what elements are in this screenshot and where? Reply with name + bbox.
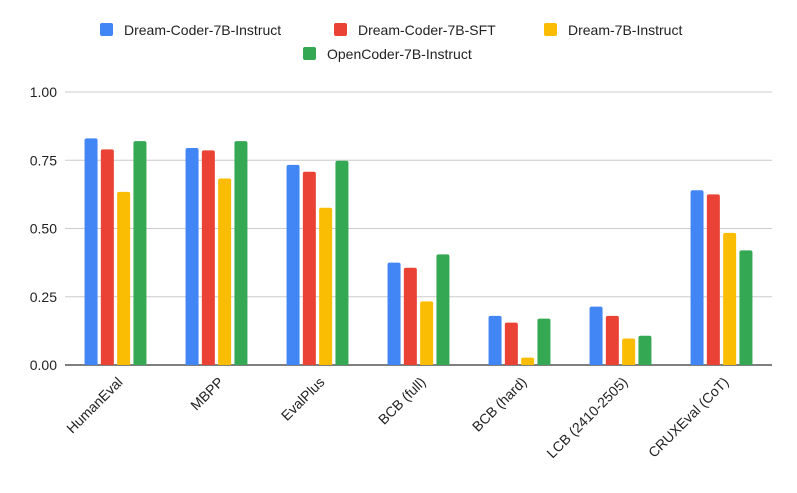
bar-dream-coder-7b-instruct-4 (488, 315, 502, 365)
bar-dream-coder-7b-instruct-0 (84, 138, 98, 365)
bar-dream-7b-instruct-5 (622, 338, 636, 365)
legend-label: Dream-7B-Instruct (568, 22, 682, 38)
legend-swatch (544, 23, 557, 36)
y-tick-label: 0.75 (30, 152, 57, 168)
bar-dream-coder-7b-sft-1 (201, 150, 215, 365)
bar-dream-coder-7b-instruct-3 (387, 262, 401, 365)
x-tick-label: BCB (full) (375, 374, 429, 428)
bar-dream-7b-instruct-6 (723, 232, 737, 365)
x-tick-label: EvalPlus (278, 374, 328, 424)
y-tick-label: 1.00 (30, 84, 57, 100)
x-tick-label: BCB (hard) (469, 374, 530, 435)
y-tick-label: 0.00 (30, 357, 57, 373)
gridlines (65, 91, 772, 366)
bar-dream-coder-7b-sft-4 (504, 322, 518, 365)
bar-dream-coder-7b-instruct-1 (185, 147, 199, 365)
legend-label: Dream-Coder-7B-Instruct (124, 22, 281, 38)
legend-label: OpenCoder-7B-Instruct (327, 46, 472, 62)
bar-dream-7b-instruct-1 (218, 178, 232, 365)
x-tick-label: CRUXEval (CoT) (645, 374, 732, 461)
legend-swatch (303, 47, 316, 60)
bar-opencoder-7b-instruct-2 (335, 160, 349, 365)
bar-dream-coder-7b-instruct-6 (690, 190, 704, 365)
y-tick-label: 0.25 (30, 289, 57, 305)
bar-dream-coder-7b-sft-3 (403, 267, 417, 365)
x-tick-label: LCB (2410-2505) (543, 374, 630, 461)
y-axis-ticks: 0.00 0.25 0.50 0.75 1.00 (30, 84, 57, 373)
bar-opencoder-7b-instruct-0 (133, 141, 147, 365)
bar-dream-7b-instruct-4 (521, 357, 535, 365)
legend-swatch (100, 23, 113, 36)
bars (84, 138, 753, 365)
bar-opencoder-7b-instruct-4 (537, 318, 551, 365)
bar-dream-coder-7b-sft-2 (302, 171, 316, 365)
bar-dream-7b-instruct-0 (117, 191, 131, 365)
x-tick-label: MBPP (187, 374, 226, 413)
legend: Dream-Coder-7B-Instruct Dream-Coder-7B-SF… (100, 22, 682, 62)
y-tick-label: 0.50 (30, 221, 57, 237)
bar-opencoder-7b-instruct-1 (234, 141, 248, 365)
bar-dream-7b-instruct-2 (319, 207, 333, 365)
legend-swatch (334, 23, 347, 36)
bar-dream-7b-instruct-3 (420, 301, 434, 365)
bar-dream-coder-7b-sft-5 (605, 315, 619, 365)
bar-opencoder-7b-instruct-5 (638, 335, 652, 365)
bar-opencoder-7b-instruct-3 (436, 254, 450, 365)
legend-label: Dream-Coder-7B-SFT (358, 22, 496, 38)
bar-dream-coder-7b-instruct-5 (589, 306, 603, 365)
bar-dream-coder-7b-instruct-2 (286, 164, 300, 365)
bar-dream-coder-7b-sft-0 (100, 149, 114, 365)
x-axis-ticks: HumanEval MBPP EvalPlus BCB (full) BCB (hard… (63, 374, 731, 461)
bar-opencoder-7b-instruct-6 (739, 250, 753, 365)
x-tick-label: HumanEval (63, 374, 125, 436)
bar-dream-coder-7b-sft-6 (706, 194, 720, 365)
